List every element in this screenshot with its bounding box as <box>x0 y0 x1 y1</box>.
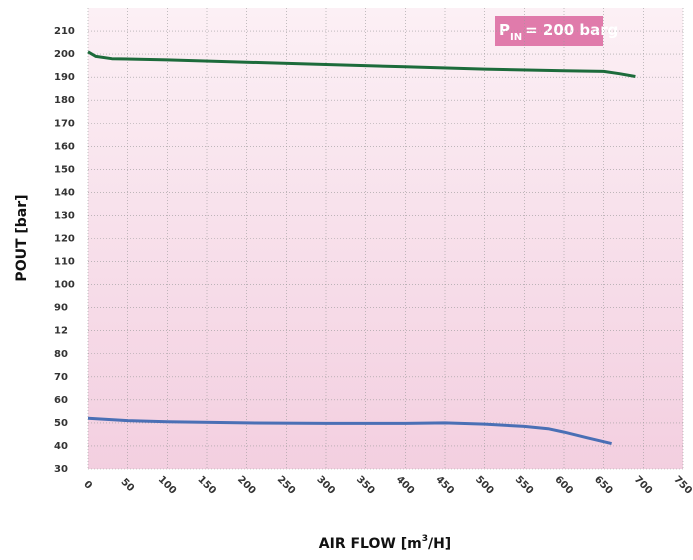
annotation-box <box>495 16 603 46</box>
x-tick-label: 550 <box>513 474 536 497</box>
y-tick-label: 40 <box>54 441 68 452</box>
y-tick-label: 90 <box>54 303 68 314</box>
line-series <box>87 50 636 78</box>
y-tick-label: 60 <box>54 395 68 406</box>
x-label-text: AIR FLOW [m <box>319 536 422 552</box>
annotation: PIN = 200 barg <box>499 21 618 44</box>
annotation-symbol: P <box>499 21 510 39</box>
y-tick-label: 150 <box>54 164 75 175</box>
x-tick-label: 600 <box>552 474 575 497</box>
x-tick-label: 250 <box>275 474 298 497</box>
line-series <box>87 416 612 446</box>
x-axis-label: AIR FLOW [m3/H] <box>319 534 451 553</box>
x-tick-label: 700 <box>632 474 655 497</box>
y-tick-label: 160 <box>54 141 75 152</box>
y-axis-label: POUT [bar] <box>14 194 30 281</box>
y-tick-label: 110 <box>54 257 75 268</box>
y-tick-label: 12 <box>54 326 68 337</box>
x-tick-label: 200 <box>235 474 258 497</box>
y-tick-label: 200 <box>54 49 75 60</box>
y-tick-label: 130 <box>54 210 75 221</box>
x-tick-label: 500 <box>473 474 496 497</box>
x-tick-label: 750 <box>671 474 693 497</box>
x-tick-label: 150 <box>195 474 218 497</box>
y-tick-label: 50 <box>54 418 68 429</box>
y-tick-label: 30 <box>54 464 68 475</box>
y-tick-label: 190 <box>54 72 75 83</box>
y-tick-label: 140 <box>54 187 75 198</box>
y-tick-label: 70 <box>54 372 68 383</box>
x-tick-label: 400 <box>394 474 417 497</box>
y-tick-label: 210 <box>54 26 75 37</box>
x-tick-label: 350 <box>354 474 377 497</box>
x-tick-label: 650 <box>592 474 615 497</box>
y-tick-label: 120 <box>54 234 75 245</box>
y-tick-label: 80 <box>54 349 68 360</box>
x-label-suffix: /H] <box>428 536 451 552</box>
y-tick-label: 180 <box>54 95 75 106</box>
annotation-subscript: IN <box>510 32 522 43</box>
annotation-text: = 200 barg <box>525 21 618 39</box>
x-tick-label: 50 <box>119 477 137 495</box>
x-label-sup: 3 <box>422 534 428 544</box>
y-tick-label: 170 <box>54 118 75 129</box>
x-tick-label: 100 <box>156 474 179 497</box>
x-tick-label: 450 <box>433 474 456 497</box>
x-tick-label: 0 <box>81 479 94 492</box>
x-tick-label: 300 <box>314 474 337 497</box>
y-tick-label: 100 <box>54 280 75 291</box>
